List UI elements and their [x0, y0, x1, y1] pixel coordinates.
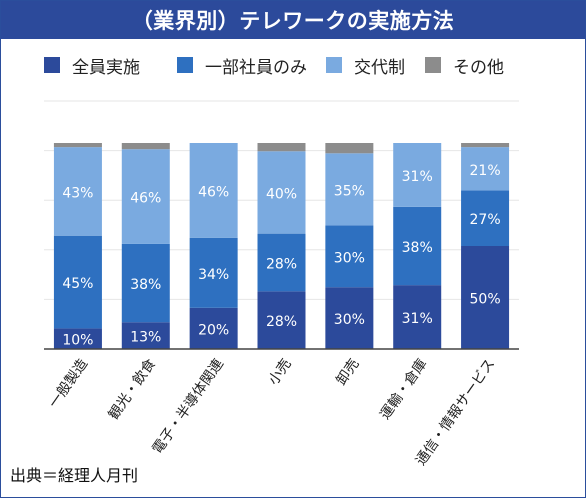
bar-segment: [189, 143, 238, 238]
bar-segment: [325, 287, 374, 349]
chart-title: （業界別）テレワークの実施方法: [1, 1, 585, 39]
data-label: 43%: [62, 185, 93, 201]
data-label: 28%: [266, 314, 297, 330]
category-label: 卸売: [333, 356, 362, 388]
category-label: 小売: [266, 356, 295, 388]
legend-label-partial: 一部社員のみ: [205, 57, 307, 78]
legend-swatch-rotation: [326, 57, 342, 73]
legend-swatch-partial: [177, 57, 193, 73]
data-label: 20%: [198, 322, 229, 338]
bar-segment: [189, 307, 238, 349]
data-label: 10%: [62, 333, 93, 349]
bar-segment: [461, 190, 510, 246]
data-label: 38%: [402, 240, 433, 256]
legend-label-rotation: 交代制: [354, 57, 405, 78]
data-label: 13%: [130, 330, 161, 346]
bar-segment: [461, 147, 510, 191]
legend-item-partial: 一部社員のみ: [177, 51, 307, 79]
data-label: 40%: [266, 186, 297, 202]
bar-segment: [325, 153, 374, 226]
bar-segment: [53, 328, 102, 349]
bar-segment: [393, 143, 442, 207]
legend: 全員実施 一部社員のみ 交代制 その他: [1, 51, 585, 79]
legend-item-other: その他: [425, 51, 504, 79]
legend-label-all: 全員実施: [72, 57, 140, 78]
bar-segment: [461, 246, 510, 349]
data-label: 27%: [470, 212, 501, 228]
data-label: 31%: [402, 311, 433, 327]
legend-label-other: その他: [453, 57, 504, 78]
data-label: 45%: [62, 276, 93, 292]
bar-segment: [325, 143, 374, 154]
bar-segment: [121, 143, 170, 150]
data-label: 38%: [130, 277, 161, 293]
category-label: 一般製造: [46, 356, 91, 411]
category-label: 電子・半導体関連: [150, 356, 227, 457]
bar-segment: [393, 206, 442, 286]
data-label: 21%: [470, 163, 501, 179]
bar-segment: [121, 322, 170, 349]
legend-item-rotation: 交代制: [326, 51, 405, 79]
bar-segment: [53, 147, 102, 236]
bar-segment: [393, 285, 442, 349]
data-label: 30%: [334, 312, 365, 328]
bar-segment: [257, 291, 306, 349]
bar-segment: [53, 143, 102, 148]
bar-segment: [325, 225, 374, 288]
bar-segment: [189, 237, 238, 308]
legend-swatch-all: [44, 57, 60, 73]
bar-segment: [257, 233, 306, 292]
category-label: 通信・情報サービス: [413, 356, 498, 468]
bar-segment: [257, 151, 306, 234]
legend-item-all: 全員実施: [44, 51, 140, 79]
data-label: 30%: [334, 250, 365, 266]
source-note: 出典＝経理人月刊: [10, 466, 139, 485]
bar-segment: [53, 235, 102, 329]
bar-segment: [121, 243, 170, 323]
data-label: 28%: [266, 256, 297, 272]
data-label: 50%: [470, 292, 501, 308]
category-label: 運輸・倉庫: [376, 356, 430, 423]
bar-segment: [461, 143, 510, 148]
data-label: 46%: [130, 191, 161, 207]
data-label: 34%: [198, 267, 229, 283]
bar-segment: [257, 143, 306, 152]
category-label: 観光・飲食: [105, 356, 159, 423]
bar-segment: [121, 149, 170, 244]
data-label: 35%: [334, 183, 365, 199]
legend-swatch-other: [425, 57, 441, 73]
data-label: 46%: [198, 184, 229, 200]
data-label: 31%: [402, 169, 433, 185]
